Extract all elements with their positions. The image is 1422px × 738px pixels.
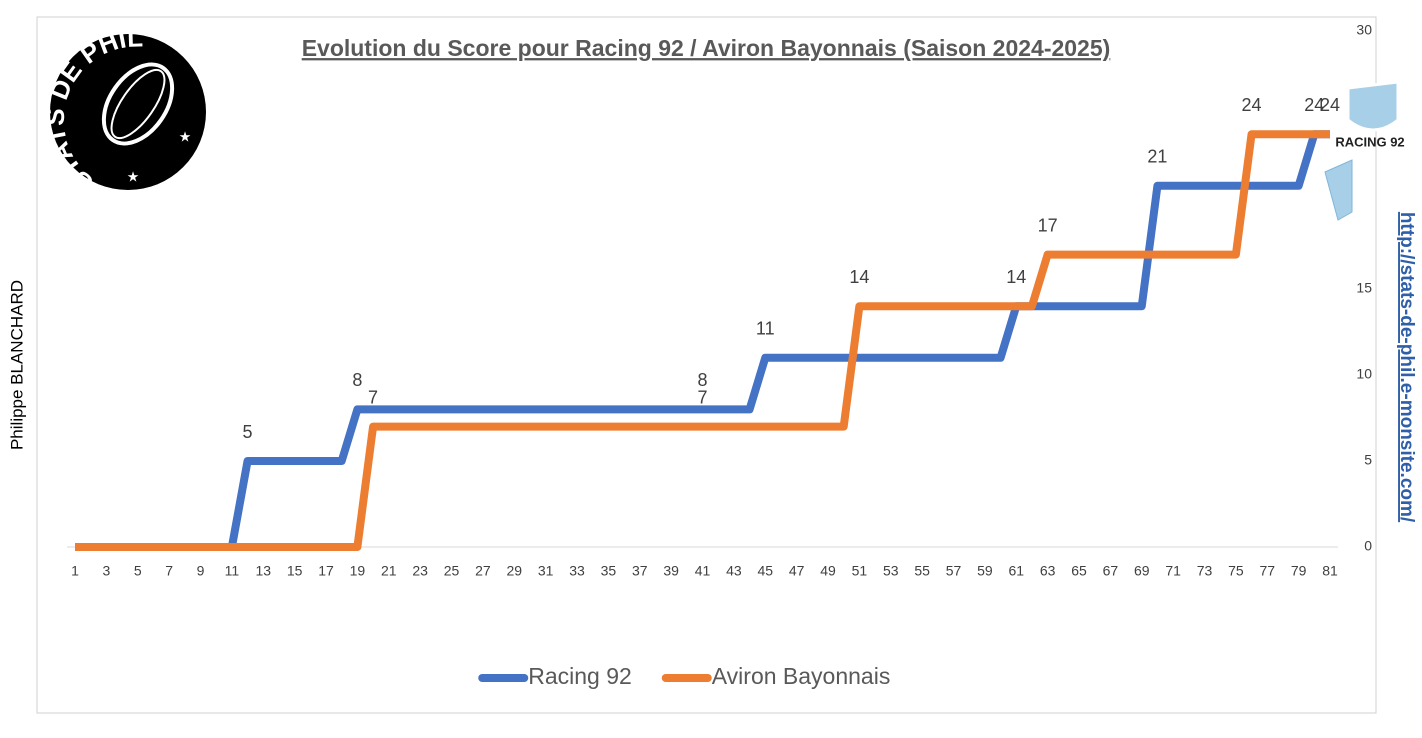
x-tick-label: 69 <box>1134 563 1150 579</box>
url[interactable]: http://stats-de-phil.e-monsite.com/ <box>1396 212 1417 523</box>
x-tick-label: 15 <box>287 563 303 579</box>
data-label: 24 <box>1304 95 1324 115</box>
data-label: 7 <box>368 387 378 407</box>
x-tick-label: 3 <box>102 563 110 579</box>
x-tick-label: 13 <box>255 563 271 579</box>
x-tick-label: 7 <box>165 563 173 579</box>
x-tick-label: 79 <box>1291 563 1307 579</box>
x-tick-label: 81 <box>1322 563 1338 579</box>
x-tick-label: 1 <box>71 563 79 579</box>
series-line <box>75 130 1330 551</box>
x-tick-label: 75 <box>1228 563 1244 579</box>
x-tick-label: 77 <box>1259 563 1275 579</box>
x-tick-label: 45 <box>757 563 773 579</box>
data-label: 8 <box>697 370 707 390</box>
data-label: 24 <box>1242 95 1262 115</box>
x-tick-label: 55 <box>914 563 930 579</box>
x-tick-label: 27 <box>475 563 491 579</box>
x-tick-label: 29 <box>506 563 522 579</box>
chart-title: Evolution du Score pour Racing 92 / Avir… <box>302 35 1111 61</box>
y-tick-label: 10 <box>1356 366 1372 382</box>
x-tick-label: 21 <box>381 563 397 579</box>
legend-label: Racing 92 <box>528 663 632 689</box>
x-tick-label: 73 <box>1197 563 1213 579</box>
data-label: 17 <box>1038 215 1058 235</box>
data-label: 14 <box>849 267 869 287</box>
svg-text:★: ★ <box>179 129 192 145</box>
x-tick-label: 41 <box>695 563 711 579</box>
x-tick-label: 39 <box>663 563 679 579</box>
team-logos: RACING 92 <box>1324 80 1405 221</box>
x-tick-label: 51 <box>852 563 868 579</box>
x-tick-label: 31 <box>538 563 554 579</box>
x-tick-label: 35 <box>601 563 617 579</box>
x-tick-label: 61 <box>1008 563 1024 579</box>
x-tick-label: 63 <box>1040 563 1056 579</box>
x-tick-label: 71 <box>1165 563 1181 579</box>
x-tick-label: 37 <box>632 563 648 579</box>
series-line <box>75 130 1330 551</box>
x-tick-label: 11 <box>225 563 240 579</box>
x-tick-label: 53 <box>883 563 899 579</box>
x-tick-label: 19 <box>350 563 366 579</box>
x-tick-label: 33 <box>569 563 585 579</box>
data-label: 11 <box>756 319 775 339</box>
x-tick-label: 65 <box>1071 563 1087 579</box>
x-tick-label: 47 <box>789 563 805 579</box>
x-tick-label: 59 <box>977 563 993 579</box>
team-logo-text: RACING 92 <box>1335 134 1404 149</box>
data-label: 14 <box>1006 267 1026 287</box>
y-tick-label: 0 <box>1364 538 1372 554</box>
x-tick-label: 25 <box>444 563 460 579</box>
x-tick-label: 23 <box>412 563 428 579</box>
x-tick-label: 9 <box>197 563 205 579</box>
data-label: 24 <box>1320 95 1340 115</box>
svg-text:★: ★ <box>127 169 140 185</box>
x-tick-label: 43 <box>726 563 742 579</box>
data-label: 5 <box>243 422 253 442</box>
x-tick-label: 49 <box>820 563 836 579</box>
chart-frame <box>36 16 1377 714</box>
y-tick-label: 15 <box>1356 280 1372 296</box>
author: Philippe BLANCHARD <box>7 280 26 450</box>
data-label: 8 <box>352 370 362 390</box>
data-label: 7 <box>697 387 707 407</box>
x-tick-label: 57 <box>946 563 962 579</box>
y-tick-label: 5 <box>1364 452 1372 468</box>
x-tick-label: 5 <box>134 563 142 579</box>
x-tick-label: 17 <box>318 563 334 579</box>
legend-label: Aviron Bayonnais <box>712 663 891 689</box>
x-tick-label: 67 <box>1103 563 1119 579</box>
y-tick-label: 30 <box>1356 22 1372 38</box>
data-label: 21 <box>1147 147 1167 167</box>
